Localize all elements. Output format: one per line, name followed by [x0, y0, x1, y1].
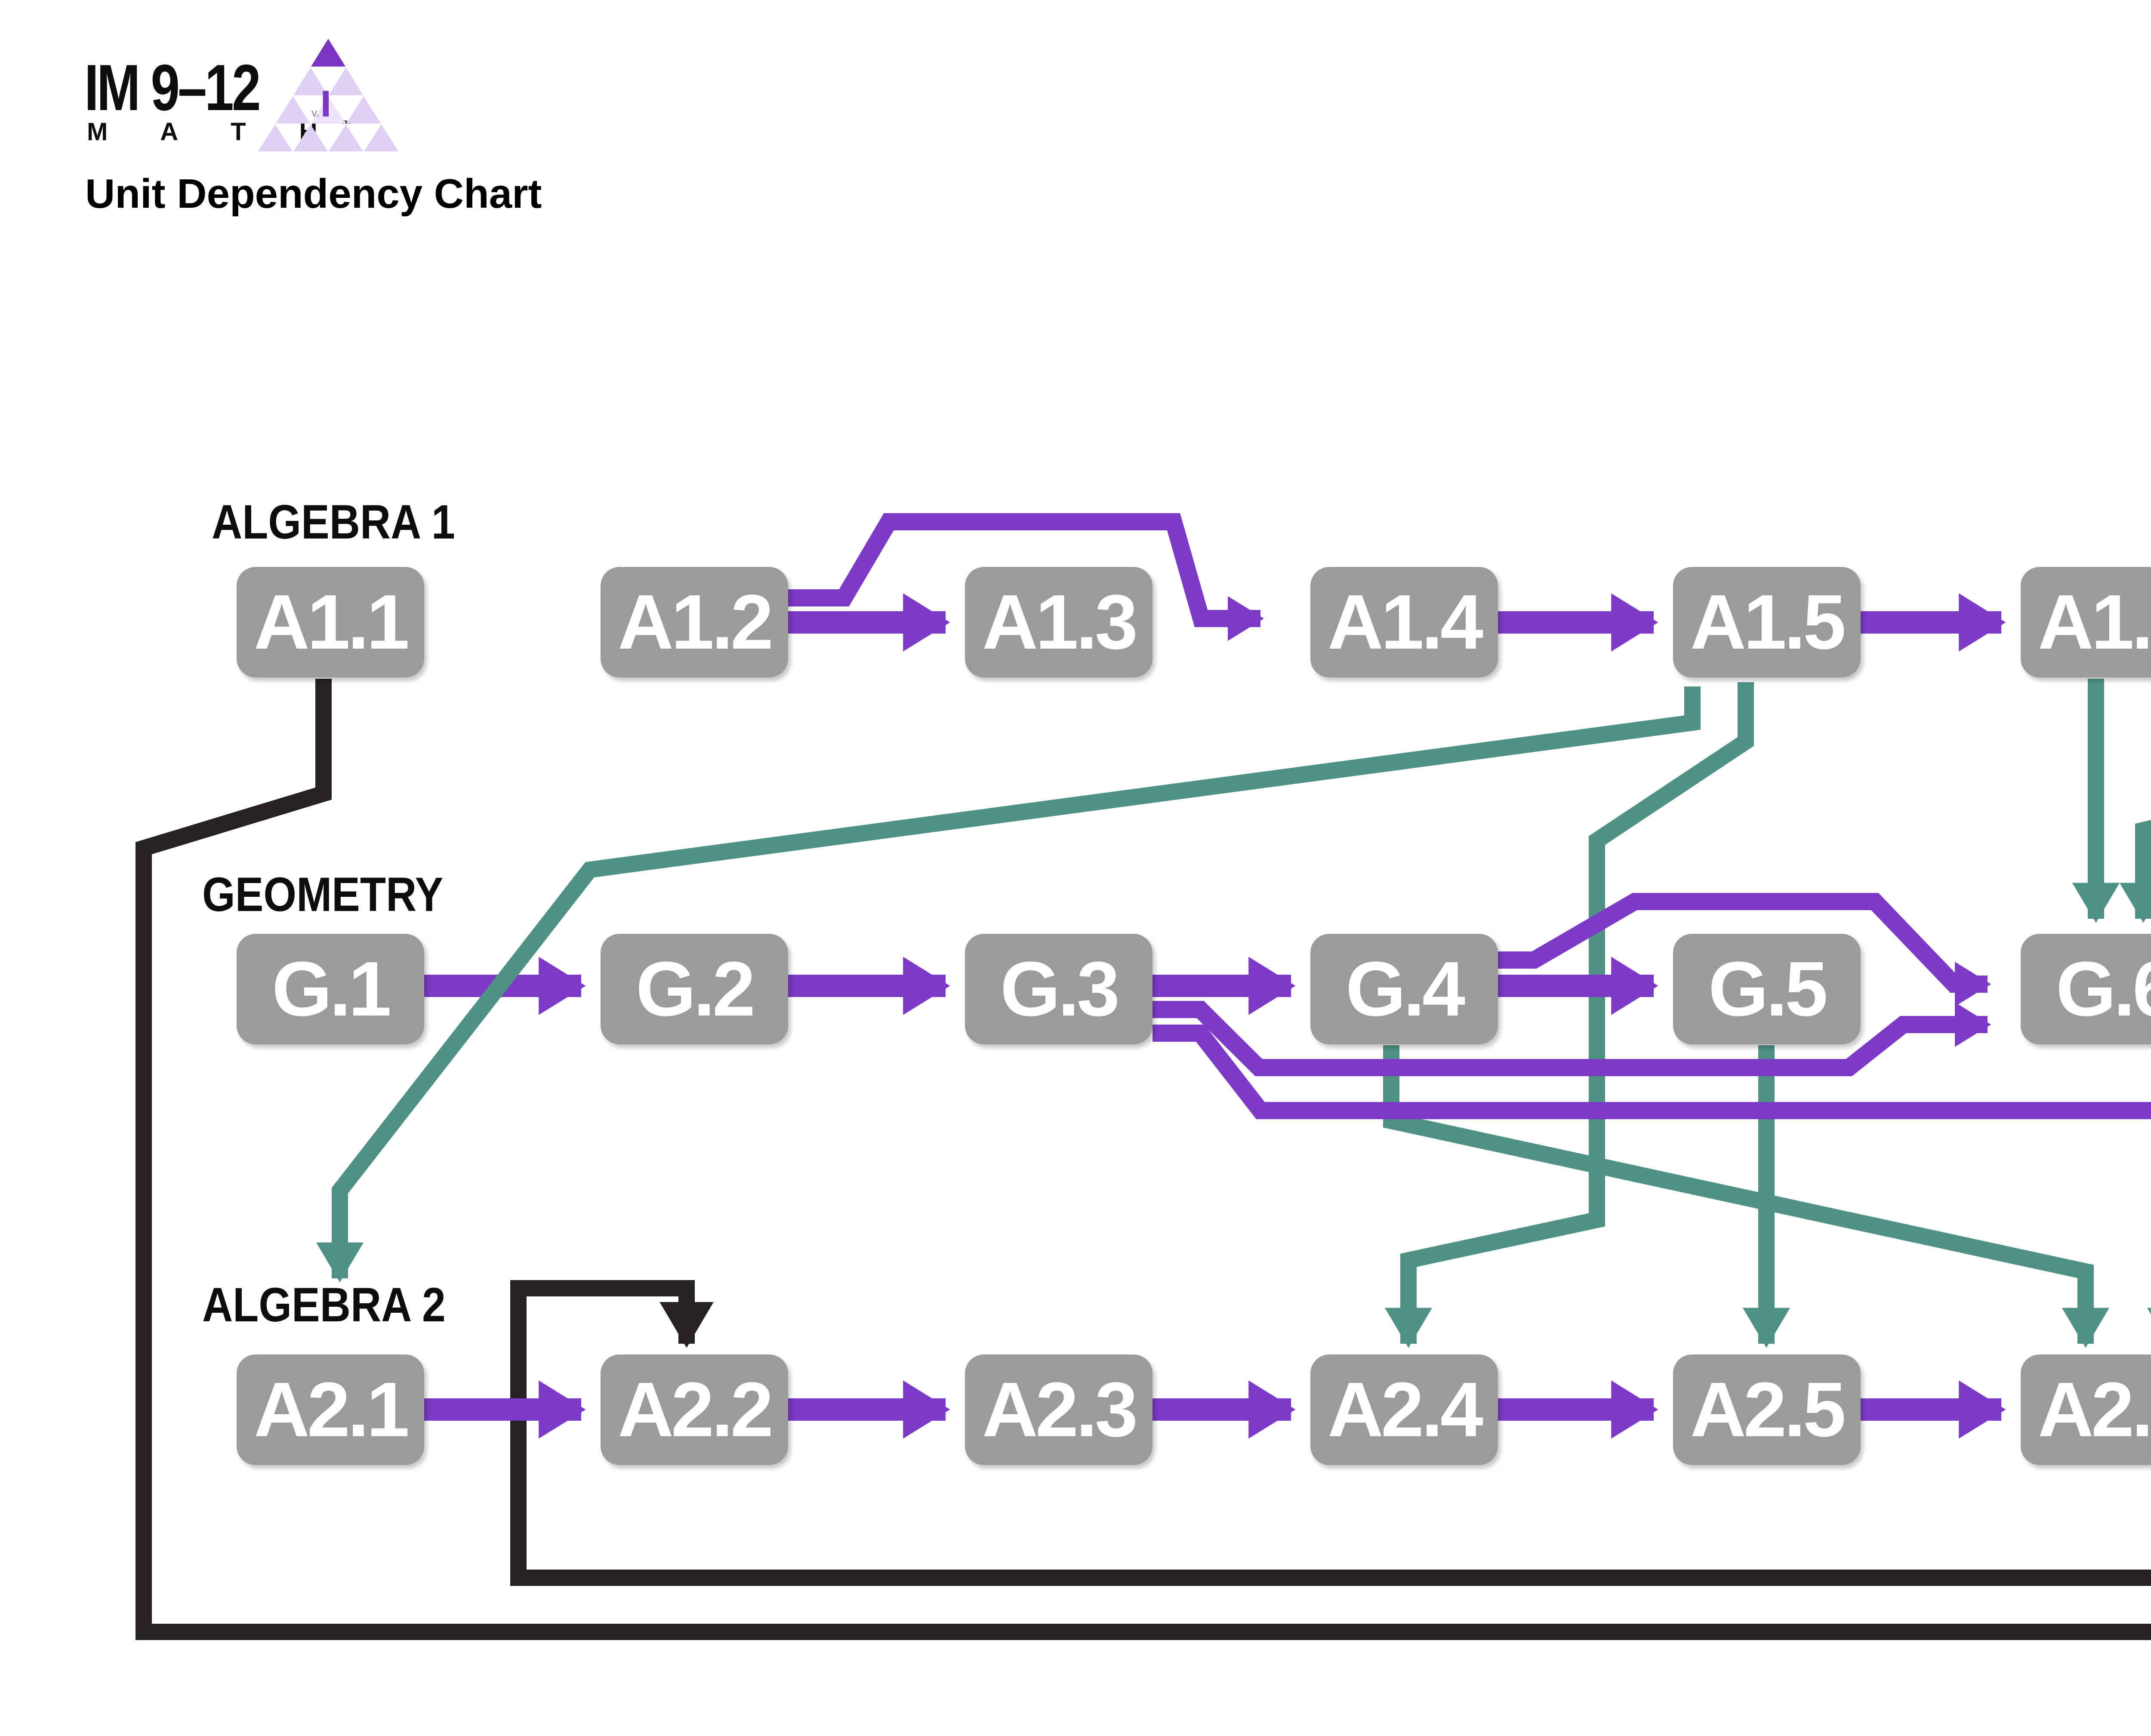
unit-G.4: G.4: [1310, 934, 1498, 1044]
unit-G.2: G.2: [601, 934, 788, 1044]
unit-G.3: G.3: [965, 934, 1153, 1044]
edge-G.3-G.7: [1153, 1025, 2151, 1119]
unit-G.5: G.5: [1673, 934, 1861, 1044]
unit-A1.5: A1.5: [1673, 567, 1861, 677]
version-text: v.: [311, 106, 320, 119]
unit-G.6: G.6: [2021, 934, 2151, 1044]
edge-G.4-G.6: [1498, 893, 1991, 1007]
edge-G.4-A2.6: [1383, 1045, 2110, 1348]
edge-A1.1-A2.7: [136, 679, 2151, 1640]
unit-A1.3: A1.3: [965, 567, 1153, 677]
unit-A2.6: A2.6: [2021, 1354, 2151, 1465]
course-label-geometry: GEOMETRY: [202, 868, 444, 921]
edge-A1.7-G.6: [2119, 820, 2151, 923]
edge-G.3-G.6: [1153, 1001, 1991, 1076]
version-bar: [323, 91, 329, 117]
unit-A2.2: A2.2: [601, 1354, 788, 1465]
edge-A1.5-A2.1: [316, 686, 1701, 1283]
unit-A2.1: A2.1: [237, 1354, 424, 1465]
unit-A1.6: A1.6: [2021, 567, 2151, 677]
edge-A1.2-A1.4: [788, 513, 1264, 641]
unit-A1.2: A1.2: [601, 567, 788, 677]
unit-A1.1: A1.1: [237, 567, 424, 677]
unit-A2.5: A2.5: [1673, 1354, 1861, 1465]
unit-G.1: G.1: [237, 934, 424, 1044]
unit-A2.4: A2.4: [1310, 1354, 1498, 1465]
edge-A1.7-A2.2: [510, 1280, 2151, 1586]
edge-A1.5-A2.4: [1384, 682, 1754, 1348]
unit-A1.4: A1.4: [1310, 567, 1498, 677]
im-triangle-logo: v.: [258, 39, 399, 151]
course-label-algebra1: ALGEBRA 1: [212, 495, 455, 549]
course-label-algebra2: ALGEBRA 2: [202, 1278, 446, 1332]
im-912-wordmark: IM 9–12: [84, 51, 261, 124]
triangle-apex: [311, 39, 346, 67]
unit-A2.3: A2.3: [965, 1354, 1153, 1465]
page-title: Unit Dependency Chart: [85, 171, 542, 217]
